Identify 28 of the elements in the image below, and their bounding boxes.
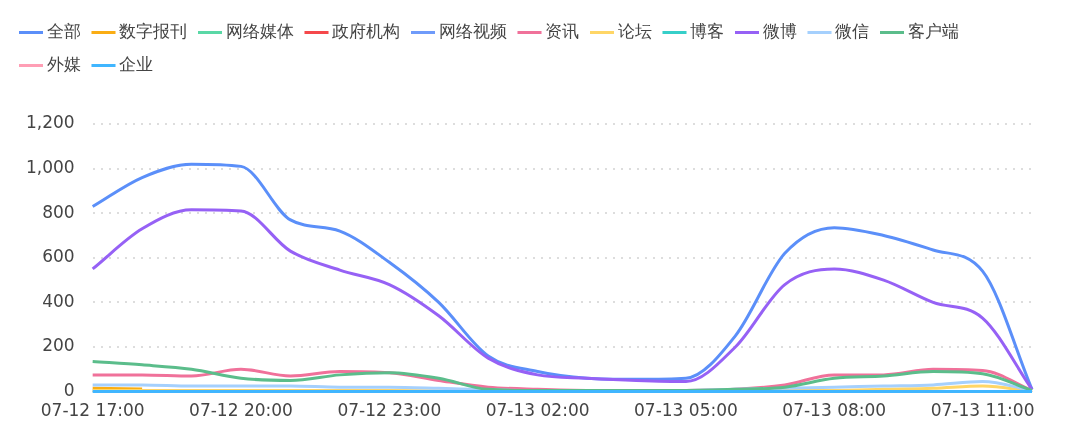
x-tick-label: 07-13 08:00 <box>782 400 887 421</box>
legend-label: 资讯 <box>545 20 579 41</box>
legend-label: 全部 <box>46 20 81 41</box>
legend-label: 政府机构 <box>332 20 400 41</box>
legend-label: 微信 <box>835 20 869 41</box>
legend-label: 网络视频 <box>438 20 507 41</box>
legend-label: 微博 <box>762 20 797 41</box>
x-tick-label: 07-12 23:00 <box>337 400 442 421</box>
x-tick-label: 07-13 05:00 <box>634 400 738 421</box>
x-tick-label: 07-12 17:00 <box>40 400 145 421</box>
legend-label: 论坛 <box>617 20 652 41</box>
y-tick-label: 400 <box>42 290 75 311</box>
x-tick-label: 07-13 11:00 <box>930 400 1035 421</box>
x-tick-label: 07-12 20:00 <box>189 400 293 421</box>
legend-label: 数字报刊 <box>119 20 187 41</box>
y-tick-label: 200 <box>42 335 75 356</box>
legend-label: 客户端 <box>907 20 959 41</box>
x-tick-label: 07-13 02:00 <box>485 400 590 421</box>
y-tick-label: 0 <box>63 380 75 401</box>
y-tick-label: 1,000 <box>26 157 75 178</box>
legend-label: 网络媒体 <box>225 20 294 41</box>
line-series <box>91 208 1034 391</box>
y-tick-label: 1,200 <box>26 112 75 133</box>
legend-label: 外媒 <box>46 53 81 74</box>
legend-label: 博客 <box>690 20 724 41</box>
y-tick-label: 800 <box>42 201 75 222</box>
y-tick-label: 600 <box>42 246 75 267</box>
legend-label: 企业 <box>119 53 153 74</box>
